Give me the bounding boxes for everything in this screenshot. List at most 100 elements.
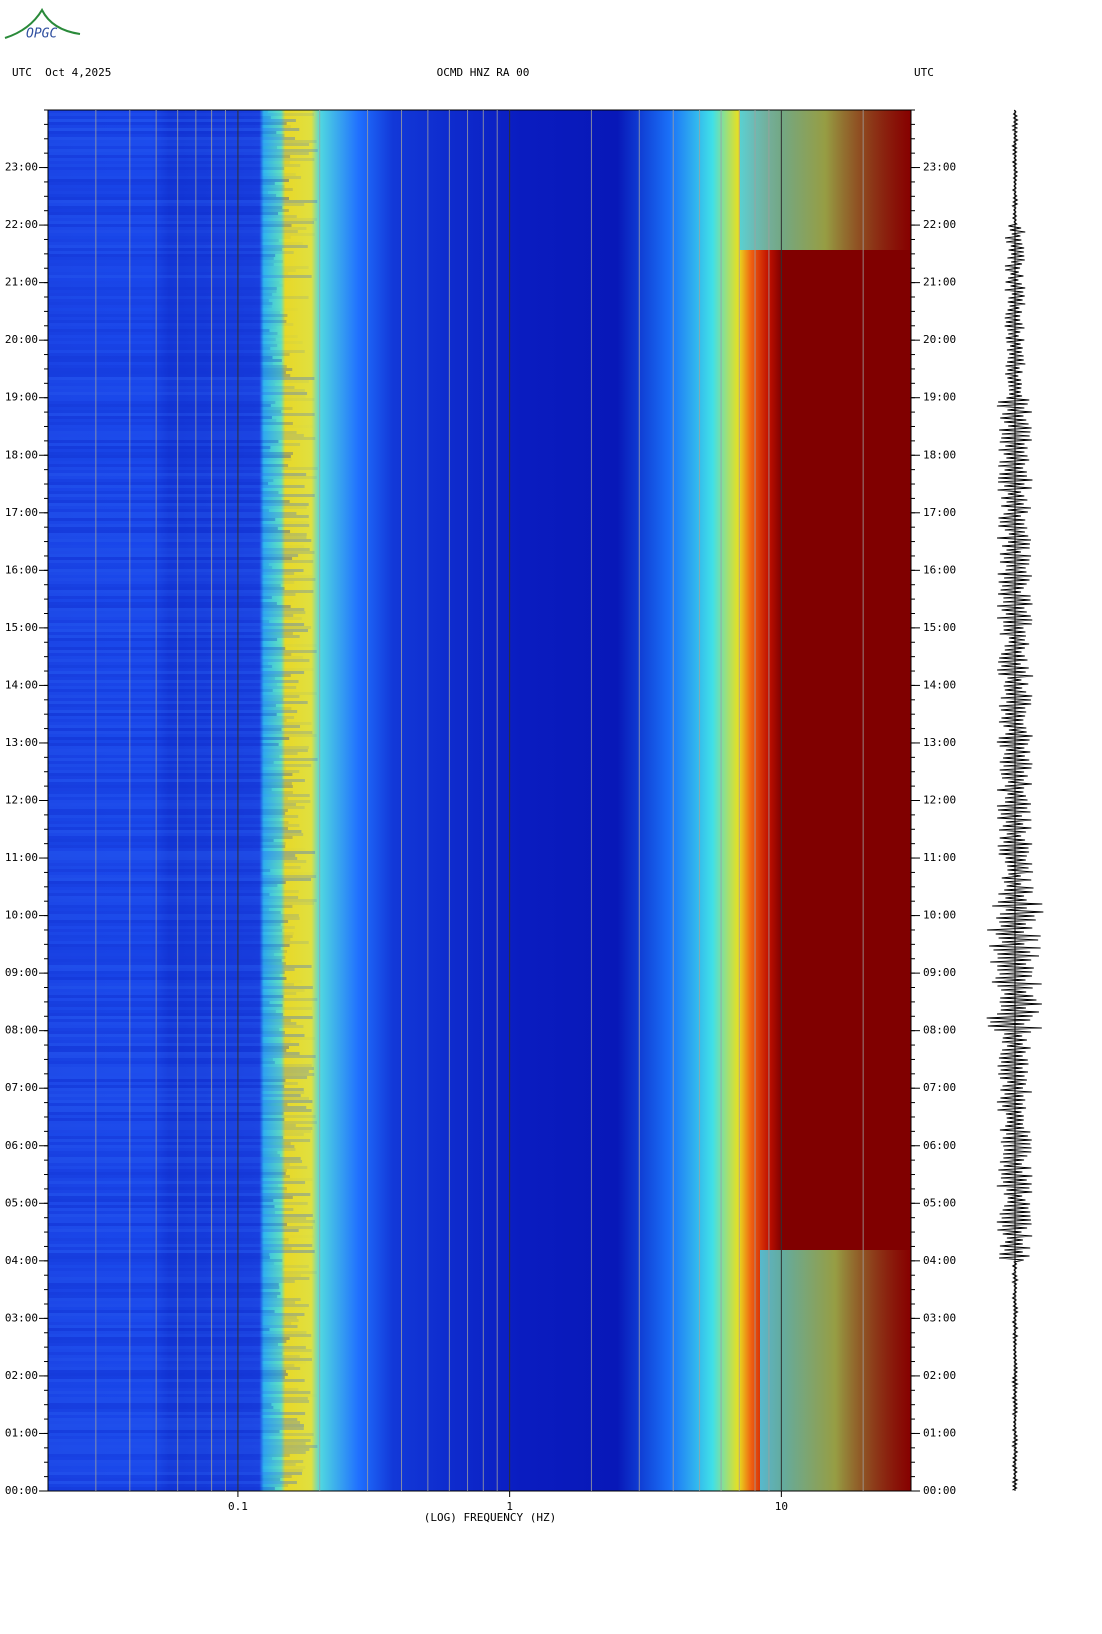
texture-stripe (48, 578, 316, 581)
texture-stripe (48, 698, 284, 701)
texture-stripe (48, 1433, 314, 1436)
texture-stripe (48, 1460, 304, 1463)
texture-stripe (48, 290, 277, 293)
texture-stripe (48, 1109, 312, 1112)
texture-stripe (48, 1223, 287, 1226)
texture-stripe (48, 1163, 290, 1166)
y-tick-label: 15:00 (5, 621, 38, 634)
texture-stripe (48, 497, 282, 500)
texture-stripe (48, 1094, 301, 1097)
texture-stripe (48, 596, 272, 599)
texture-stripe (48, 863, 285, 866)
texture-stripe (48, 683, 278, 686)
texture-stripe (48, 302, 273, 305)
texture-stripe (48, 1058, 273, 1061)
x-axis-label: (LOG) FREQUENCY (HZ) (424, 1511, 556, 1524)
texture-stripe (48, 851, 316, 854)
texture-stripe (48, 968, 295, 971)
texture-stripe (48, 905, 293, 908)
texture-stripe (48, 1415, 270, 1418)
y-tick-label: 01:00 (923, 1426, 956, 1439)
seismogram (986, 109, 1044, 1491)
texture-stripe (48, 437, 316, 440)
texture-stripe (48, 656, 304, 659)
texture-stripe (48, 218, 318, 221)
texture-stripe (48, 410, 282, 413)
texture-stripe (48, 1169, 287, 1172)
texture-stripe (48, 470, 282, 473)
x-tick-label: 1 (506, 1500, 513, 1513)
texture-stripe (48, 491, 279, 494)
texture-stripe (48, 242, 303, 245)
y-tick-label: 10:00 (923, 909, 956, 922)
texture-stripe (48, 899, 317, 902)
texture-stripe (48, 692, 317, 695)
texture-stripe (48, 896, 299, 899)
texture-stripe (48, 350, 305, 353)
texture-stripe (48, 1184, 278, 1187)
texture-stripe (48, 758, 318, 761)
texture-stripe (48, 1118, 285, 1121)
texture-stripe (48, 1127, 313, 1130)
texture-stripe (48, 902, 314, 905)
y-tick-label: 17:00 (923, 506, 956, 519)
texture-stripe (48, 1136, 284, 1139)
texture-stripe (48, 812, 286, 815)
texture-stripe (48, 152, 309, 155)
texture-stripe (48, 632, 293, 635)
texture-stripe (48, 1334, 312, 1337)
y-tick-label: 14:00 (5, 678, 38, 691)
texture-stripe (48, 164, 301, 167)
texture-stripe (48, 764, 312, 767)
texture-stripe (48, 1418, 298, 1421)
texture-stripe (48, 251, 294, 254)
texture-stripe (48, 992, 297, 995)
texture-stripe (48, 893, 270, 896)
x-tick-label: 10 (775, 1500, 788, 1513)
y-tick-label: 12:00 (923, 794, 956, 807)
texture-stripe (48, 1385, 285, 1388)
texture-stripe (48, 620, 270, 623)
texture-stripe (48, 389, 305, 392)
texture-stripe (48, 1313, 305, 1316)
texture-stripe (48, 176, 302, 179)
texture-stripe (48, 1439, 311, 1442)
texture-stripe (48, 746, 309, 749)
texture-stripe (48, 1457, 272, 1460)
texture-stripe (48, 323, 294, 326)
texture-stripe (48, 287, 277, 290)
texture-stripe (48, 998, 318, 1001)
texture-stripe (48, 182, 275, 185)
texture-stripe (48, 1454, 290, 1457)
texture-stripe (48, 1391, 311, 1394)
texture-stripe (48, 650, 317, 653)
y-tick-label: 09:00 (923, 966, 956, 979)
texture-stripe (48, 1445, 318, 1448)
texture-stripe (48, 1394, 317, 1397)
y-tick-label: 15:00 (923, 621, 956, 634)
texture-stripe (48, 1175, 290, 1178)
texture-stripe (48, 1292, 281, 1295)
texture-stripe (48, 1103, 288, 1106)
texture-stripe (48, 293, 273, 296)
texture-stripe (48, 125, 291, 128)
texture-stripe (48, 800, 311, 803)
texture-stripe (48, 347, 271, 350)
seismogram-trace (986, 109, 1044, 1491)
texture-stripe (48, 341, 303, 344)
texture-stripe (48, 842, 286, 845)
texture-stripe (48, 566, 273, 569)
y-tick-label: 03:00 (5, 1311, 38, 1324)
texture-stripe (48, 476, 317, 479)
texture-stripe (48, 557, 293, 560)
texture-stripe (48, 419, 277, 422)
texture-stripe (48, 806, 305, 809)
texture-stripe (48, 1427, 304, 1430)
texture-stripe (48, 518, 276, 521)
texture-stripe (48, 809, 288, 812)
texture-stripe (48, 146, 277, 149)
texture-stripe (48, 1343, 278, 1346)
texture-stripe (48, 260, 284, 263)
texture-stripe (48, 1295, 278, 1298)
texture-stripe (48, 980, 302, 983)
